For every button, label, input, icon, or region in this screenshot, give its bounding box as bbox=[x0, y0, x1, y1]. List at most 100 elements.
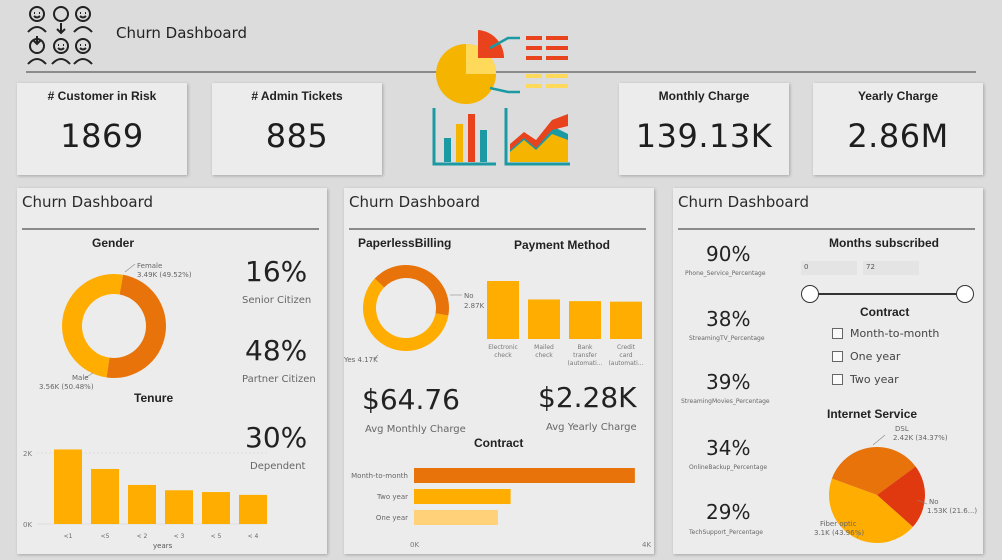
tenure-bar-chart: 2K 0K <1 <5 < 2 < 3 < 5 < 4 years bbox=[23, 449, 267, 550]
panel-divider bbox=[22, 228, 319, 230]
payment-bar bbox=[610, 301, 642, 339]
months-slider-track[interactable] bbox=[811, 293, 966, 295]
gender-slice-female bbox=[106, 274, 166, 378]
contract-checkbox-two-year[interactable] bbox=[832, 374, 843, 385]
contract-option-label: One year bbox=[850, 350, 901, 363]
phone-service-value: 90% bbox=[706, 242, 751, 266]
dependent-value: 30% bbox=[245, 421, 308, 454]
payment-xtick: transfer bbox=[573, 352, 597, 359]
internet-service-pie-chart: DSL 2.42K (34.37%) No 1.53K (21.6...) Fi… bbox=[814, 425, 977, 543]
kpi-label: # Customer in Risk bbox=[47, 89, 157, 103]
tenure-bar bbox=[54, 449, 82, 524]
panel-services: Churn Dashboard 90% Phone_Service_Percen… bbox=[673, 188, 983, 554]
internet-slice-no bbox=[877, 466, 925, 527]
tenure-title: Tenure bbox=[134, 391, 174, 405]
internet-value-fiber: 3.1K (43.96%) bbox=[814, 529, 864, 537]
months-slider-max-handle[interactable] bbox=[956, 285, 974, 303]
contract-checkbox-one-year[interactable] bbox=[832, 351, 843, 362]
months-max-input[interactable]: 72 bbox=[863, 261, 919, 275]
contract-xtick-min: 0K bbox=[410, 541, 419, 549]
tenure-bar bbox=[128, 484, 156, 524]
contract-bar bbox=[414, 468, 635, 483]
contract-option-label: Two year bbox=[850, 373, 899, 386]
payment-xtick: (automati... bbox=[608, 360, 643, 367]
tech-support-label: TechSupport_Percentage bbox=[689, 529, 763, 536]
tenure-xlabel: years bbox=[153, 542, 173, 550]
panel-demographics: Churn Dashboard Gender Female 3.49K (49.… bbox=[17, 188, 327, 554]
months-subscribed-title: Months subscribed bbox=[829, 236, 940, 250]
payment-xtick: card bbox=[619, 352, 632, 359]
internet-label-no: No bbox=[929, 498, 939, 506]
gender-slice-male bbox=[61, 274, 124, 378]
contract-bar bbox=[414, 489, 511, 504]
online-backup-value: 34% bbox=[706, 436, 751, 460]
streaming-movies-label: StreamingMovies_Percentage bbox=[681, 398, 770, 405]
payment-xtick: Bank bbox=[577, 344, 593, 351]
tenure-bar bbox=[165, 490, 193, 524]
paperless-donut-chart: No 2.87K Yes 4.17K bbox=[344, 265, 484, 364]
partner-value: 48% bbox=[245, 334, 308, 367]
phone-service-label: Phone_Service_Percentage bbox=[685, 270, 766, 277]
internet-label-dsl: DSL bbox=[895, 425, 909, 433]
paperless-title: PaperlessBilling bbox=[358, 236, 452, 250]
gender-label-female: Female bbox=[137, 262, 162, 270]
avg-monthly-value: $64.76 bbox=[362, 383, 460, 416]
months-slider-min-handle[interactable] bbox=[801, 285, 819, 303]
gender-title: Gender bbox=[92, 236, 135, 250]
payment-xtick: check bbox=[494, 352, 512, 359]
partner-label: Partner Citizen bbox=[242, 374, 316, 385]
streaming-movies-value: 39% bbox=[706, 370, 751, 394]
payment-xtick: (automati... bbox=[567, 360, 602, 367]
contract-hbar-chart: Month-to-month Two year One year 0K 4K bbox=[351, 468, 651, 549]
payment-xtick: Credit bbox=[617, 344, 636, 351]
panel-divider bbox=[678, 228, 975, 230]
contract-ytick: Two year bbox=[376, 493, 408, 501]
tenure-bar bbox=[91, 468, 119, 524]
kpi-value: 2.86M bbox=[847, 117, 949, 155]
contract-checkbox-month-to-month[interactable] bbox=[832, 328, 843, 339]
internet-value-no: 1.53K (21.6...) bbox=[927, 507, 977, 515]
kpi-label: Yearly Charge bbox=[857, 89, 939, 103]
kpi-value: 1869 bbox=[60, 117, 144, 155]
online-backup-label: OnlineBackup_Percentage bbox=[689, 464, 768, 471]
contract-ytick: Month-to-month bbox=[351, 472, 408, 480]
gender-value-male: 3.56K (50.48%) bbox=[39, 383, 94, 391]
panel-title: Churn Dashboard bbox=[349, 193, 481, 211]
paperless-value-no: 2.87K bbox=[464, 302, 484, 310]
kpi-card-admin-tickets: # Admin Tickets 885 bbox=[212, 83, 382, 175]
tenure-bar bbox=[202, 492, 230, 524]
tenure-xtick: <1 bbox=[64, 533, 73, 540]
header-divider bbox=[26, 71, 976, 73]
tech-support-value: 29% bbox=[706, 500, 751, 524]
avg-yearly-value: $2.28K bbox=[538, 381, 637, 414]
streaming-tv-label: StreamingTV_Percentage bbox=[689, 335, 765, 342]
avg-yearly-label: Avg Yearly Charge bbox=[546, 422, 637, 433]
panel-title: Churn Dashboard bbox=[22, 193, 154, 211]
tenure-xtick: < 4 bbox=[248, 533, 259, 540]
paperless-slice-no bbox=[374, 265, 449, 316]
kpi-label: # Admin Tickets bbox=[251, 89, 343, 103]
tenure-xtick: < 5 bbox=[211, 533, 222, 540]
analytics-illustration-icon bbox=[432, 30, 570, 166]
payment-xtick: Mailed bbox=[534, 344, 554, 351]
payment-xtick: check bbox=[535, 352, 553, 359]
tenure-bar bbox=[239, 494, 267, 524]
months-min-input[interactable]: 0 bbox=[801, 261, 857, 275]
dependent-label: Dependent bbox=[250, 461, 306, 472]
payment-bar bbox=[528, 299, 560, 339]
senior-citizen-value: 16% bbox=[245, 255, 308, 288]
kpi-card-customers-in-risk: # Customer in Risk 1869 bbox=[17, 83, 187, 175]
payment-bar bbox=[487, 281, 519, 339]
panel-billing: Churn Dashboard PaperlessBilling Payment… bbox=[344, 188, 654, 554]
paperless-label-no: No bbox=[464, 292, 474, 300]
panel-divider bbox=[349, 228, 646, 230]
paperless-label-yes: Yes 4.17K bbox=[344, 356, 378, 364]
internet-slice-fiber bbox=[829, 478, 913, 543]
kpi-value: 885 bbox=[265, 117, 329, 155]
page-title: Churn Dashboard bbox=[116, 24, 248, 42]
contract-xtick-max: 4K bbox=[642, 541, 651, 549]
contract-ytick: One year bbox=[376, 514, 408, 522]
streaming-tv-value: 38% bbox=[706, 307, 751, 331]
tenure-ytick-min: 0K bbox=[23, 521, 32, 529]
tenure-ytick-max: 2K bbox=[23, 450, 32, 458]
